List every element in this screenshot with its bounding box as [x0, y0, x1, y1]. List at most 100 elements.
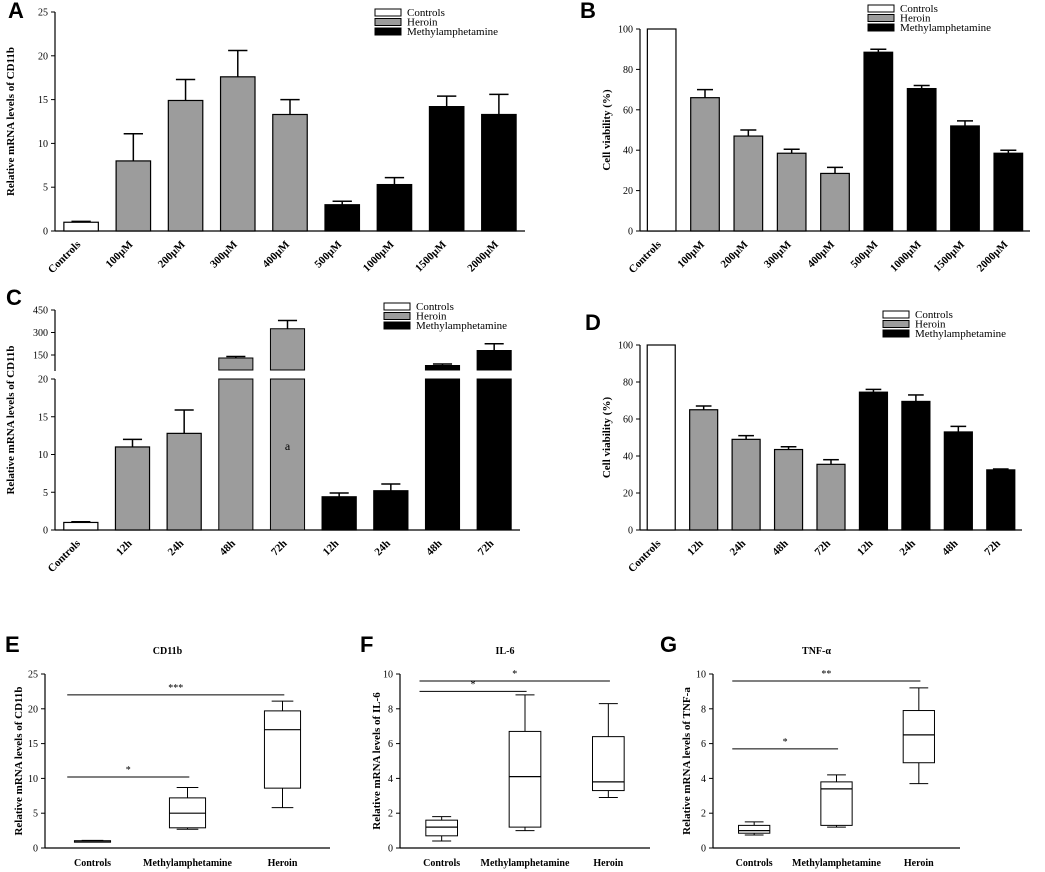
bar: [689, 409, 719, 531]
bar: [646, 344, 676, 531]
y-tick-label: 0: [388, 844, 393, 855]
bar: [858, 391, 889, 531]
bar: [424, 378, 461, 531]
x-tick-label: 24h: [166, 538, 187, 559]
y-tick-label: 10: [383, 670, 393, 681]
y-tick-label: 25: [38, 8, 48, 19]
bar: [269, 378, 306, 531]
panel-label: F: [360, 632, 373, 657]
significance: **: [419, 669, 610, 692]
x-tick-label: Controls: [626, 537, 664, 575]
y-tick-label: 5: [43, 183, 48, 194]
bar: [863, 51, 894, 232]
bar: [820, 172, 850, 232]
y-tick-label: 20: [38, 375, 48, 386]
y-tick-label: 80: [623, 378, 633, 389]
box-body: [902, 710, 935, 764]
y-axis-label: Relative mRNA levels of TNF-a: [681, 687, 693, 835]
bar: [376, 183, 413, 232]
x-tick-label: 400μM: [805, 238, 837, 270]
legend-swatch-controls: [882, 310, 910, 319]
x-tick-label: 100μM: [104, 238, 136, 270]
axis-break: [53, 371, 522, 378]
chart-title: TNF-α: [802, 646, 831, 657]
y-tick-label: 0: [33, 844, 38, 855]
y-tick-label: 25: [28, 670, 38, 681]
y-tick-label: 4: [388, 774, 393, 785]
bar: [166, 432, 202, 531]
legend-swatch-heroin: [882, 320, 910, 328]
x-tick-label: 72h: [813, 538, 834, 559]
bar: [424, 365, 461, 371]
y-tick-label: 10: [38, 139, 48, 150]
box: [820, 774, 853, 828]
panel-label: E: [5, 632, 20, 657]
x-tick-label: Controls: [46, 537, 84, 575]
legend-label: Heroin: [915, 319, 946, 331]
x-tick-label: 300μM: [762, 238, 794, 270]
x-tick-label: 72h: [476, 538, 497, 559]
bar: [776, 152, 807, 232]
bar: [218, 357, 254, 371]
y-axis-label: Cell viability (%): [601, 397, 613, 479]
bar: [272, 113, 308, 232]
x-tick-label: 48h: [770, 538, 791, 559]
boxes: [425, 694, 625, 842]
significance-label: ***: [168, 683, 183, 694]
significance-label: *: [126, 765, 131, 776]
x-tick-label: 48h: [940, 538, 961, 559]
x-tick-label: 24h: [897, 538, 918, 559]
y-tick-label: 10: [28, 774, 38, 785]
y-tick-label: 0: [43, 526, 48, 537]
y-axis-label: Cell viability (%): [601, 89, 613, 171]
panel-d: D 0 20 40 60 80 100 Cell viability (%) Controls 1…: [585, 309, 1022, 575]
bar: [373, 490, 409, 531]
legend-swatch-methylamphetamine: [882, 329, 910, 338]
y-tick-label: 80: [623, 65, 633, 76]
legend-label: Methylamphetamine: [915, 328, 1006, 340]
y-tick-label: 0: [628, 526, 633, 537]
y-axis-label: Relative mRNA levels of CD11b: [5, 345, 17, 494]
y-tick-label: 450: [33, 306, 48, 317]
legend-label: Heroin: [407, 17, 438, 29]
bars: [646, 28, 1024, 232]
legend-swatch-methylamphetamine: [383, 321, 411, 330]
box-body: [425, 819, 459, 837]
bars: [63, 49, 517, 232]
bar: [993, 152, 1024, 232]
x-tick-label: 24h: [728, 538, 749, 559]
box: [263, 700, 302, 809]
significance-label: *: [512, 669, 517, 680]
bar: [731, 438, 761, 531]
boxes: [738, 687, 935, 836]
legend-swatch-methylamphetamine: [374, 27, 402, 36]
legend-label: Controls: [407, 7, 445, 19]
x-tick-label: 48h: [424, 538, 445, 559]
y-tick-label: 100: [618, 341, 633, 352]
x-tick-label: 200μM: [719, 238, 751, 270]
y-tick-label: 5: [33, 809, 38, 820]
x-tick-label: Controls: [74, 858, 111, 869]
bar: [901, 400, 931, 531]
x-tick-label: 200μM: [156, 238, 188, 270]
significance: ****: [67, 683, 285, 778]
y-tick-label: 60: [623, 415, 633, 426]
x-tick-label: 400μM: [260, 238, 292, 270]
bar: [114, 446, 151, 531]
significance-label: **: [821, 669, 831, 680]
y-tick-label: 15: [38, 412, 48, 423]
bar: [269, 328, 306, 371]
bars: [63, 319, 512, 531]
bar: [943, 431, 973, 531]
chart-title: IL-6: [496, 646, 515, 657]
y-tick-label: 6: [701, 739, 706, 750]
box-body: [592, 736, 625, 792]
x-tick-label: Controls: [736, 858, 773, 869]
bar: [219, 76, 256, 232]
legend-label: Controls: [416, 301, 454, 313]
box-body: [263, 710, 302, 789]
